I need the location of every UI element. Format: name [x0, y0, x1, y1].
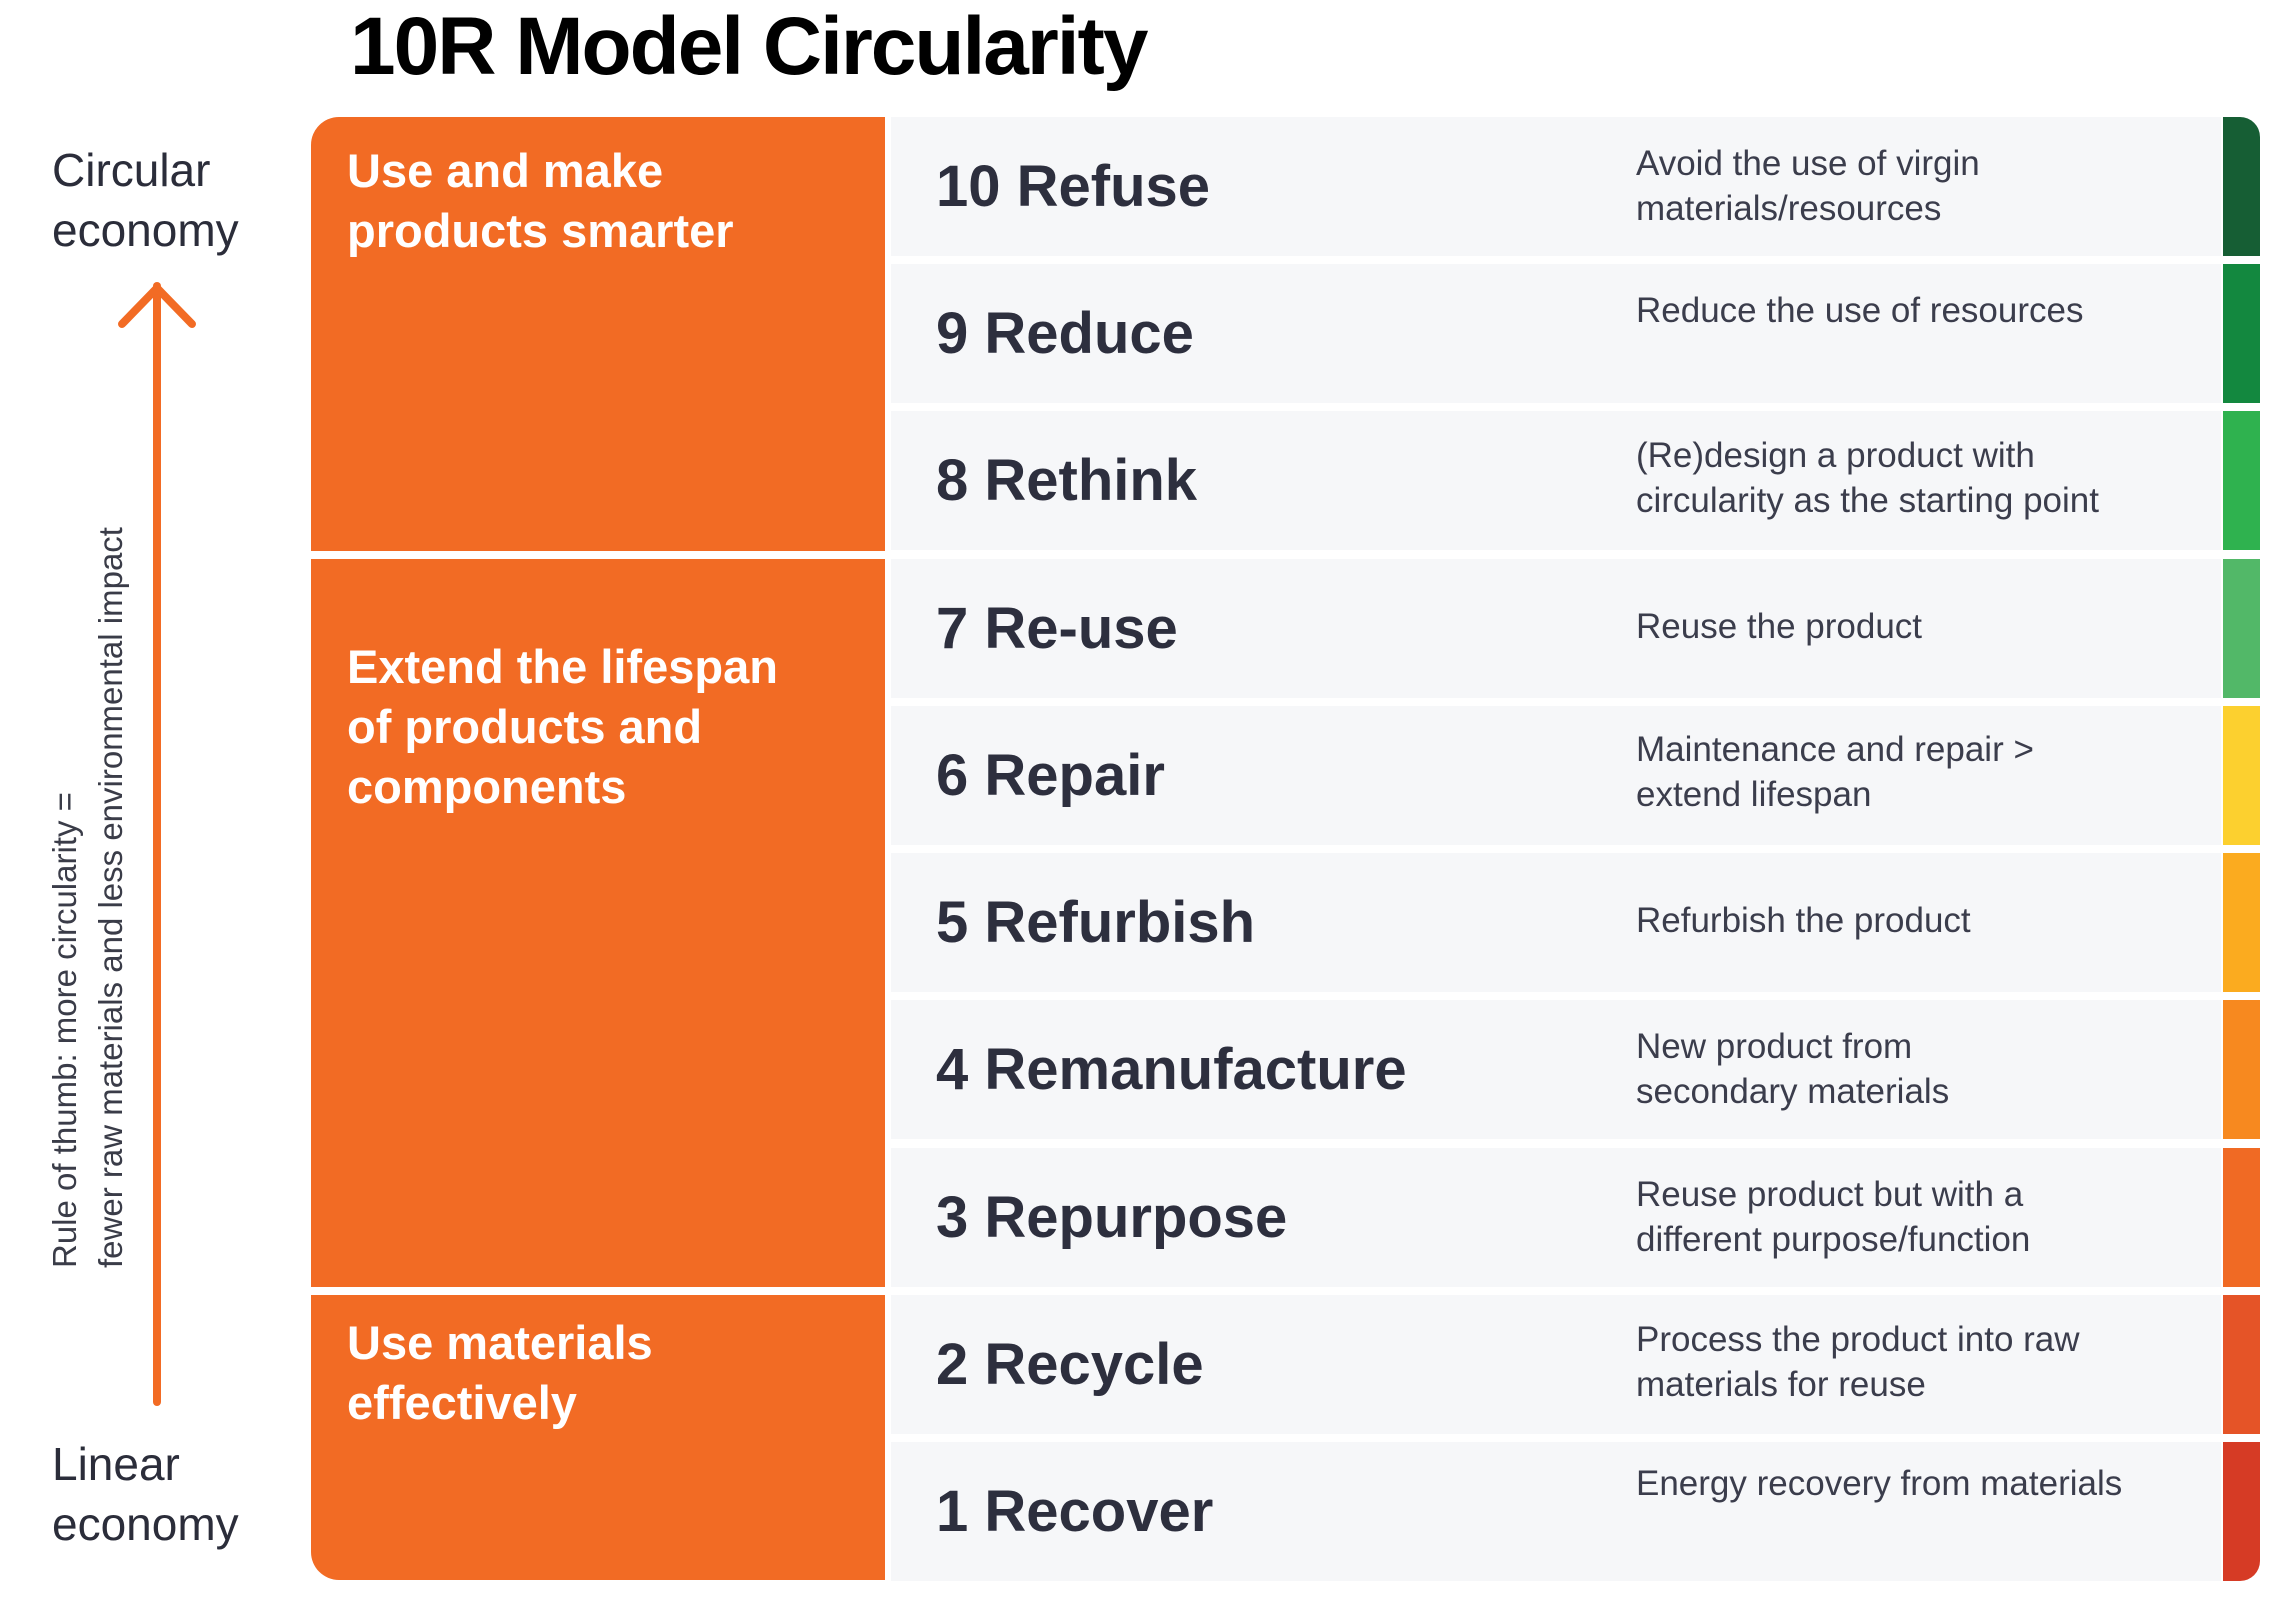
r-row-rethink: 8 Rethink (Re)design a product with circ… [891, 411, 2221, 550]
r-name: 6 Repair [936, 743, 1165, 808]
axis-top-line2: economy [52, 204, 239, 256]
r-description: Reuse product but with a different purpo… [1636, 1172, 2196, 1262]
rule-line2: fewer raw materials and less environment… [92, 527, 129, 1268]
r-name: 9 Reduce [936, 301, 1194, 366]
r-description: Maintenance and repair > extend lifespan [1636, 727, 2196, 817]
r-desc-line: New product from [1636, 1027, 1913, 1066]
r-row-reduce: 9 Reduce Reduce the use of resources [891, 264, 2221, 403]
color-swatch [2223, 1148, 2260, 1287]
group-label-line: Use materials [347, 1316, 653, 1369]
r-row-refuse: 10 Refuse Avoid the use of virgin materi… [891, 117, 2221, 256]
color-swatch [2223, 1295, 2260, 1434]
r-description: Reuse the product [1636, 604, 2196, 649]
r-desc-line: Reduce the use of resources [1636, 291, 2084, 330]
r-name: 8 Rethink [936, 448, 1198, 513]
group-extend-lifespan: Extend the lifespan of products and comp… [311, 559, 885, 1287]
r-name: 1 Recover [936, 1479, 1214, 1544]
r-desc-line: materials for reuse [1636, 1365, 1926, 1404]
color-swatch [2223, 853, 2260, 992]
group-label-line: components [347, 760, 627, 813]
r-row-repair: 6 Repair Maintenance and repair > extend… [891, 706, 2221, 845]
r-desc-line: Maintenance and repair > [1636, 730, 2034, 769]
r-description: (Re)design a product with circularity as… [1636, 433, 2196, 523]
group-label-line: products smarter [347, 204, 734, 257]
diagram-title: 10R Model Circularity [350, 1, 1148, 92]
r-desc-line: materials/resources [1636, 189, 1942, 228]
group-label-line: of products and [347, 700, 703, 753]
r-row-remanufacture: 4 Remanufacture New product from seconda… [891, 1000, 2221, 1139]
r-row-repurpose: 3 Repurpose Reuse product but with a dif… [891, 1148, 2221, 1287]
r-row-reuse: 7 Re-use Reuse the product [891, 559, 2221, 698]
r-description: Avoid the use of virgin materials/resour… [1636, 141, 2196, 231]
color-swatch [2223, 706, 2260, 845]
axis-bottom-line1: Linear [52, 1438, 180, 1490]
r-name: 7 Re-use [936, 596, 1178, 661]
group-label-line: Use and make [347, 144, 664, 197]
circularity-arrow-icon [118, 282, 196, 1406]
color-swatch [2223, 117, 2260, 256]
r-desc-line: Reuse the product [1636, 607, 1923, 646]
rule-line1: Rule of thumb: more circularity = [46, 792, 83, 1268]
color-swatch [2223, 264, 2260, 403]
r-description: Refurbish the product [1636, 898, 2196, 943]
color-swatch [2223, 559, 2260, 698]
axis-bottom-line2: economy [52, 1498, 239, 1550]
r-description: New product from secondary materials [1636, 1024, 2196, 1114]
r-name: 2 Recycle [936, 1332, 1204, 1397]
group-label-line: Extend the lifespan [347, 640, 778, 693]
color-swatch [2223, 411, 2260, 550]
color-swatch [2223, 1442, 2260, 1581]
r-desc-line: different purpose/function [1636, 1220, 2031, 1259]
axis-bottom-label: Linear economy [52, 1434, 239, 1554]
color-swatch [2223, 1000, 2260, 1139]
r-name: 4 Remanufacture [936, 1037, 1407, 1102]
r-name: 10 Refuse [936, 154, 1211, 219]
r-row-refurbish: 5 Refurbish Refurbish the product [891, 853, 2221, 992]
r-description: Energy recovery from materials [1636, 1461, 2196, 1506]
r-desc-line: secondary materials [1636, 1072, 1950, 1111]
group-use-materials-effectively: Use materials effectively [311, 1295, 885, 1580]
r-name: 5 Refurbish [936, 890, 1256, 955]
rule-of-thumb-note: Rule of thumb: more circularity = fewer … [42, 268, 134, 1268]
group-label-line: effectively [347, 1376, 577, 1429]
r-row-recycle: 2 Recycle Process the product into raw m… [891, 1295, 2221, 1434]
r-name: 3 Repurpose [936, 1185, 1288, 1250]
r-desc-line: Process the product into raw [1636, 1320, 2080, 1359]
axis-top-label: Circular economy [52, 140, 239, 260]
r-row-recover: 1 Recover Energy recovery from materials [891, 1442, 2221, 1581]
r-desc-line: circularity as the starting point [1636, 481, 2099, 520]
r-desc-line: Refurbish the product [1636, 901, 1971, 940]
r-desc-line: extend lifespan [1636, 775, 1872, 814]
r-desc-line: Energy recovery from materials [1636, 1464, 2123, 1503]
group-use-and-make-smarter: Use and make products smarter [311, 117, 885, 551]
r-desc-line: Reuse product but with a [1636, 1175, 2024, 1214]
r-description: Process the product into raw materials f… [1636, 1317, 2196, 1407]
r-desc-line: (Re)design a product with [1636, 436, 2035, 475]
r-description: Reduce the use of resources [1636, 288, 2196, 333]
axis-top-line1: Circular [52, 144, 211, 196]
r-desc-line: Avoid the use of virgin [1636, 144, 1980, 183]
